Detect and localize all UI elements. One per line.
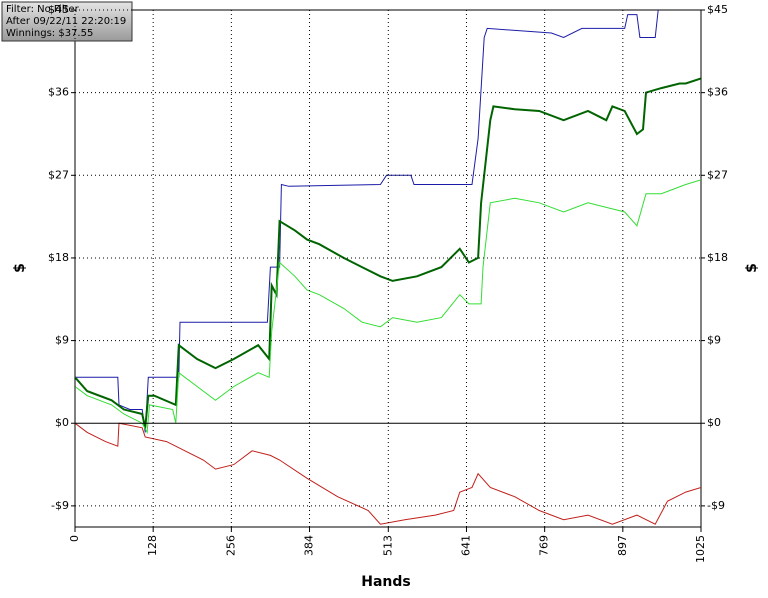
series-line [75, 77, 701, 429]
info-date: After 09/22/11 22:20:19 [6, 16, 126, 27]
y-axis-title-right: $ [744, 263, 760, 273]
x-tick-label: 641 [459, 535, 472, 556]
series-line [75, 10, 659, 433]
x-tick-label: 897 [616, 535, 629, 556]
info-winnings: Winnings: $37.55 [6, 28, 93, 39]
plot-frame [74, 9, 702, 528]
y-tick-label-right: $9 [707, 334, 721, 347]
x-tick-label: 128 [146, 535, 159, 556]
x-tick-label: 384 [303, 535, 316, 556]
x-tick-label: 1025 [694, 535, 707, 563]
info-box [1, 1, 133, 42]
y-tick-label-right: $36 [707, 86, 728, 99]
y-tick-label: -$9 [51, 499, 69, 512]
y-tick-label-right: $27 [707, 168, 728, 181]
x-tick-label: 513 [381, 535, 394, 556]
x-tick-label: 0 [68, 535, 81, 542]
x-tick-label: 256 [224, 535, 237, 556]
info-filter: Filter: No Filter [6, 4, 80, 15]
y-tick-label: $36 [48, 86, 69, 99]
x-axis-title: Hands [361, 574, 411, 590]
y-tick-label: $27 [48, 168, 69, 181]
y-tick-label-right: $0 [707, 416, 721, 429]
y-tick-label: $9 [55, 334, 69, 347]
series-line [75, 422, 701, 525]
series-line [75, 179, 701, 435]
y-tick-label-right: $45 [707, 3, 728, 16]
y-tick-label: $0 [55, 416, 69, 429]
y-axis-title: $ [12, 263, 28, 273]
y-tick-label-right: $18 [707, 251, 728, 264]
x-tick-label: 769 [538, 535, 551, 556]
y-tick-label-right: -$9 [707, 499, 725, 512]
y-tick-label: $45 [48, 3, 69, 16]
y-tick-label: $18 [48, 251, 69, 264]
